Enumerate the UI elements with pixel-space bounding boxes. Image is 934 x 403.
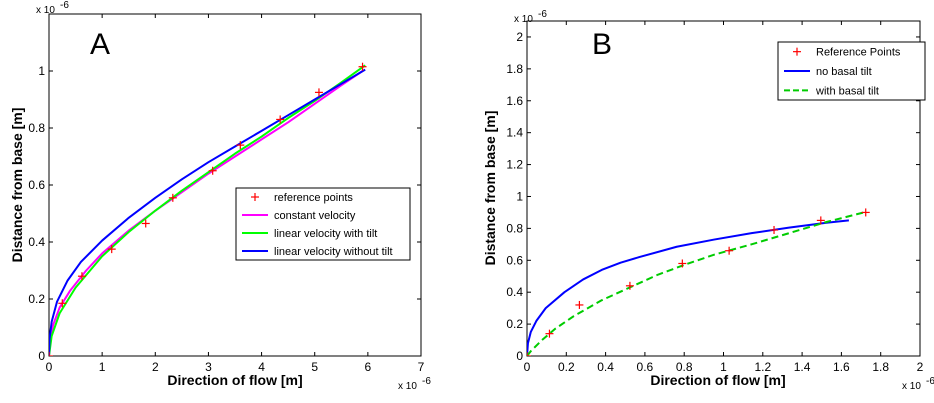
x-tick-label: 0.8 [676, 360, 693, 374]
y-tick-label: 2 [516, 30, 523, 44]
legend: Reference Points no basal tilt with basal … [777, 41, 926, 101]
y-tick-label: 1 [516, 189, 523, 203]
x-axis-label: Direction of flow [m] [167, 372, 302, 388]
panel-label: A [90, 28, 110, 61]
x-tick-label: 1.4 [794, 360, 811, 374]
y-exponent-label: x 10 [514, 14, 533, 25]
y-exponent-label: x 10 [36, 5, 55, 16]
y-tick-label: 0.4 [506, 285, 523, 299]
x-tick-label: 5 [311, 360, 318, 374]
y-tick-label: 1.2 [506, 158, 523, 172]
x-tick-label: 0 [46, 360, 53, 374]
y-axis-label: Distance from base [m] [9, 108, 25, 263]
x-exponent-power: -6 [926, 376, 934, 387]
data-point-reference-points [77, 272, 86, 281]
y-tick-label: 0.2 [506, 317, 523, 331]
data-point-reference-points [107, 245, 116, 254]
x-tick-label: 1.6 [833, 360, 850, 374]
legend-entry: no basal tilt [816, 66, 872, 78]
y-exponent-power: -6 [60, 0, 69, 11]
legend-entry: with basal tilt [815, 85, 879, 97]
x-exponent-power: -6 [422, 376, 431, 387]
x-tick-label: 1.2 [754, 360, 771, 374]
y-tick-label: 0 [38, 349, 45, 363]
x-tick-label: 2 [917, 360, 924, 374]
data-point-reference-points [314, 88, 323, 97]
data-point-reference-points [678, 259, 687, 268]
legend-entry: Reference Points [816, 47, 901, 59]
data-point-reference-points [358, 62, 367, 71]
data-point-reference-points [141, 219, 150, 228]
x-tick-label: 0.6 [637, 360, 654, 374]
x-tick-label: 0 [524, 360, 531, 374]
x-tick-label: 0.2 [558, 360, 575, 374]
y-tick-label: 0 [516, 349, 523, 363]
x-axis-label: Direction of flow [m] [650, 372, 785, 388]
data-point-reference-points [725, 246, 734, 255]
y-tick-label: 1.4 [506, 126, 523, 140]
data-point-reference-points [236, 141, 245, 150]
x-tick-label: 4 [258, 360, 265, 374]
x-tick-label: 0.4 [597, 360, 614, 374]
chart-panel-b: 0 0.2 0.4 0.6 0.8 1 1.2 1.4 1.6 1.8 2 0 0.2 0.4 0.6 0.8… [482, 9, 934, 392]
panel-label: B [592, 28, 612, 61]
series-line-with-basal-tilt [527, 211, 865, 356]
y-tick-label: 0.2 [28, 292, 45, 306]
data-point-reference-points [861, 208, 870, 217]
data-point-reference-points [168, 193, 177, 202]
legend-entry: reference points [274, 192, 353, 204]
chart-panel-a: 0 1 2 3 4 5 6 7 0 0.2 0.4 0.6 0.8 1 x 10 -6 x 10 -6 Direct… [9, 0, 431, 392]
x-tick-label: 1.8 [872, 360, 889, 374]
series-group [49, 62, 367, 356]
y-tick-label: 0.6 [506, 253, 523, 267]
y-axis-label: Distance from base [m] [482, 111, 498, 266]
y-tick-label: 1 [38, 64, 45, 78]
x-tick-label: 1 [99, 360, 106, 374]
x-tick-label: 7 [418, 360, 425, 374]
x-exponent-label: x 10 [398, 381, 417, 392]
data-point-reference-points [58, 299, 67, 308]
data-point-reference-points [545, 329, 554, 338]
y-tick-label: 0.8 [506, 221, 523, 235]
legend-entry: linear velocity without tilt [274, 246, 393, 258]
y-tick-label: 0.4 [28, 235, 45, 249]
series-line-linear-velocity-without-tilt [49, 68, 366, 356]
data-point-reference-points [770, 225, 779, 234]
plot-area [48, 13, 422, 357]
data-point-reference-points [208, 166, 217, 175]
legend-box [235, 187, 411, 261]
y-tick-label: 1.8 [506, 62, 523, 76]
x-exponent-label: x 10 [902, 381, 921, 392]
y-exponent-power: -6 [538, 9, 547, 20]
y-tick-label: 0.6 [28, 178, 45, 192]
legend-entry: linear velocity with tilt [274, 228, 377, 240]
x-tick-label: 1 [720, 360, 727, 374]
x-tick-label: 6 [365, 360, 372, 374]
y-tick-label: 0.8 [28, 121, 45, 135]
x-tick-label: 2 [152, 360, 159, 374]
legend: reference points constant velocity linear … [235, 187, 411, 261]
y-tick-label: 1.6 [506, 94, 523, 108]
series-group [527, 208, 870, 356]
data-point-reference-points [816, 216, 825, 225]
data-point-reference-points [575, 300, 584, 309]
legend-entry: constant velocity [274, 210, 356, 222]
x-tick-label: 3 [205, 360, 212, 374]
data-point-reference-points [276, 115, 285, 124]
data-point-reference-points [625, 281, 634, 290]
series-line-linear-velocity-with-tilt [49, 64, 366, 356]
